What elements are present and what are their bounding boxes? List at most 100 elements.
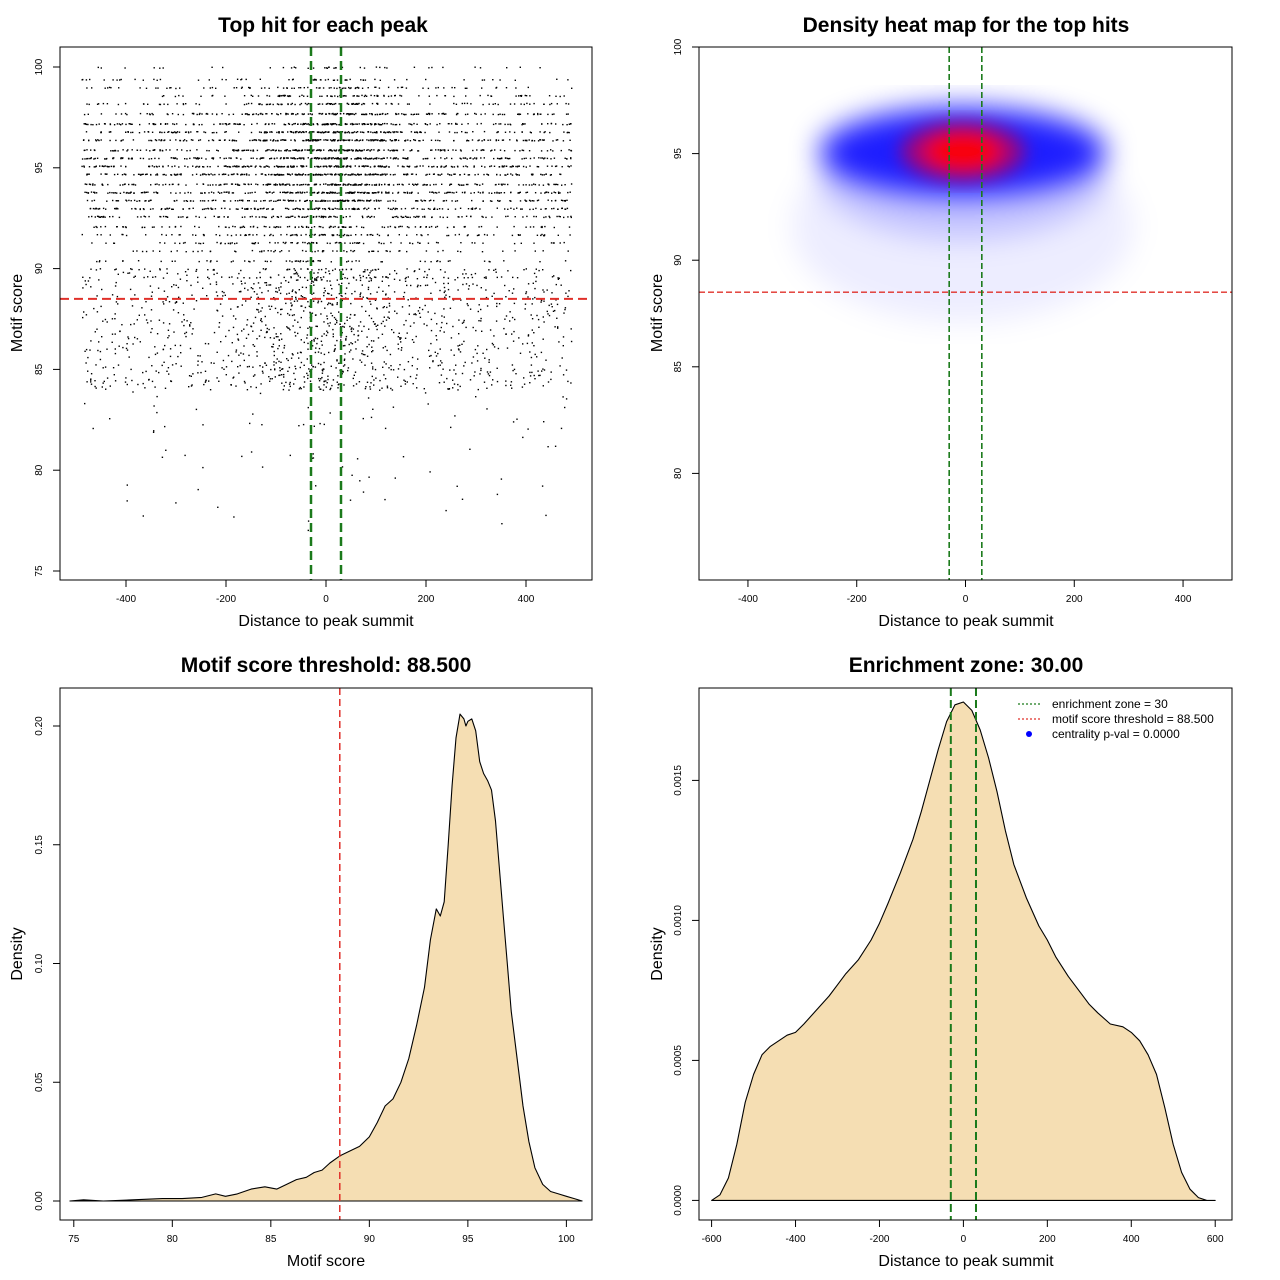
- scatter-point: [129, 123, 131, 125]
- scatter-point: [212, 157, 214, 159]
- scatter-point: [285, 216, 287, 218]
- scatter-point: [238, 184, 240, 186]
- scatter-point: [362, 165, 364, 167]
- scatter-point: [281, 368, 283, 370]
- scatter-point: [368, 314, 370, 317]
- scatter-point: [191, 294, 193, 296]
- scatter-point: [105, 173, 107, 175]
- scatter-point: [287, 208, 290, 210]
- scatter-point: [200, 95, 202, 97]
- scatter-point: [136, 338, 139, 340]
- scatter-point: [215, 291, 218, 293]
- scatter-point: [480, 122, 482, 125]
- scatter-point: [113, 374, 115, 376]
- scatter-point: [361, 131, 364, 133]
- scatter-point: [239, 199, 241, 202]
- scatter-point: [349, 165, 351, 168]
- scatter-point: [323, 199, 325, 202]
- scatter-point: [384, 132, 387, 134]
- scatter-point: [274, 376, 276, 378]
- scatter-point: [464, 157, 467, 159]
- scatter-point: [83, 165, 85, 167]
- scatter-point: [268, 305, 270, 307]
- scatter-point: [294, 216, 296, 218]
- scatter-point: [394, 477, 396, 479]
- scatter-point: [314, 277, 316, 280]
- scatter-point: [83, 166, 85, 168]
- scatter-point: [144, 387, 146, 389]
- scatter-point: [409, 150, 411, 152]
- scatter-point: [495, 320, 498, 322]
- scatter-point: [343, 112, 345, 115]
- scatter-point: [235, 157, 238, 159]
- scatter-point: [562, 374, 565, 376]
- scatter-point: [130, 368, 132, 371]
- scatter-point: [132, 391, 134, 393]
- scatter-point: [371, 351, 373, 353]
- scatter-point: [334, 113, 336, 115]
- scatter-point: [522, 216, 524, 218]
- scatter-point: [347, 149, 349, 151]
- scatter-point: [348, 351, 351, 353]
- scatter-point: [370, 362, 373, 364]
- scatter-point: [144, 173, 147, 176]
- scatter-point: [154, 386, 156, 388]
- scatter-point: [407, 157, 409, 159]
- scatter-point: [334, 207, 336, 210]
- scatter-point: [408, 103, 410, 105]
- scatter-point: [272, 343, 275, 345]
- scatter-point: [300, 131, 303, 134]
- scatter-point: [294, 122, 296, 125]
- scatter-point: [327, 375, 329, 377]
- scatter-point: [96, 226, 98, 229]
- scatter-point: [398, 234, 400, 236]
- scatter-point: [83, 113, 86, 116]
- scatter-point: [514, 318, 516, 321]
- scatter-point: [567, 380, 569, 383]
- scatter-point: [330, 165, 333, 167]
- scatter-point: [364, 165, 367, 167]
- scatter-point: [403, 173, 406, 176]
- scatter-point: [144, 216, 147, 218]
- scatter-point: [342, 365, 345, 367]
- scatter-point: [474, 157, 476, 159]
- scatter-point: [446, 191, 449, 194]
- scatter-point: [444, 165, 447, 168]
- scatter-point: [510, 381, 513, 383]
- scatter-point: [483, 130, 486, 133]
- scatter-point: [438, 208, 441, 210]
- scatter-point: [338, 311, 340, 313]
- scatter-point: [105, 388, 107, 390]
- scatter-point: [124, 102, 127, 105]
- scatter-point: [399, 94, 401, 97]
- scatter-point: [479, 67, 482, 69]
- scatter-point: [512, 165, 514, 168]
- scatter-point: [90, 268, 92, 270]
- scatter-point: [403, 166, 405, 168]
- scatter-point: [241, 283, 243, 285]
- scatter-point: [285, 112, 287, 115]
- scatter-point: [269, 234, 271, 237]
- scatter-point: [235, 149, 237, 152]
- scatter-point: [423, 208, 425, 210]
- scatter-point: [460, 158, 462, 160]
- scatter-point: [287, 281, 290, 283]
- scatter-point: [87, 123, 89, 126]
- scatter-point: [404, 192, 406, 194]
- scatter-point: [521, 149, 523, 151]
- scatter-point: [282, 241, 285, 244]
- scatter-point: [562, 140, 565, 142]
- scatter-point: [228, 276, 231, 279]
- scatter-point: [209, 184, 211, 186]
- scatter-point: [343, 233, 346, 236]
- scatter-point: [568, 123, 571, 125]
- scatter-point: [322, 132, 325, 134]
- scatter-point: [372, 368, 374, 370]
- scatter-point: [342, 139, 345, 141]
- scatter-point: [313, 234, 315, 236]
- scatter-point: [292, 208, 294, 210]
- scatter-point: [388, 131, 390, 134]
- scatter-point: [120, 113, 123, 115]
- scatter-point: [142, 382, 144, 385]
- scatter-point: [455, 191, 458, 193]
